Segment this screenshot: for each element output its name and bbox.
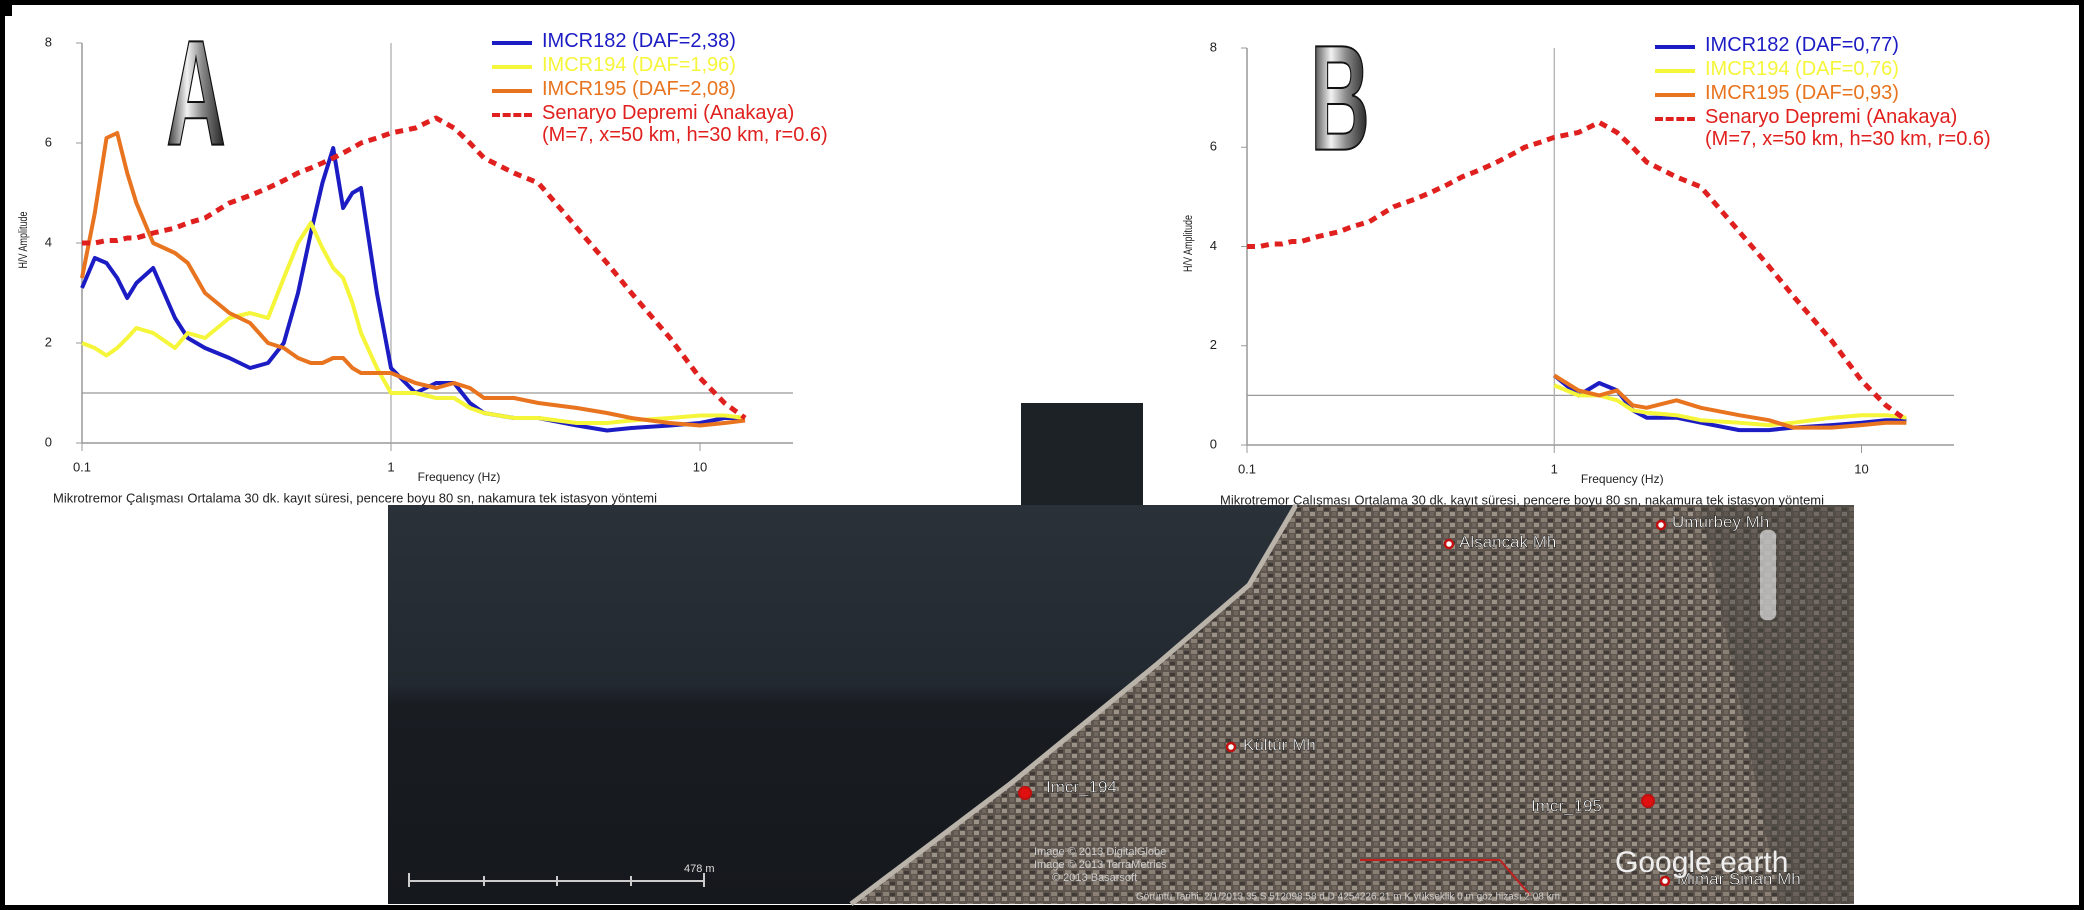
x-tick-label: 10	[1854, 461, 1868, 476]
legend-swatch	[1655, 69, 1695, 73]
y-tick-label: 4	[1210, 238, 1217, 253]
legend-entry: IMCR182 (DAF=0,77)	[1655, 34, 1991, 56]
satellite-map	[388, 403, 1854, 906]
place-label: Kültür Mh	[1243, 735, 1316, 754]
series-line	[1553, 373, 1907, 430]
caption: Mikrotremor Çalışması Ortalama 30 dk. ka…	[53, 490, 657, 505]
series-line	[80, 146, 746, 433]
y-tick-label: 2	[1210, 337, 1217, 352]
series-line	[80, 131, 746, 428]
x-tick-label: 1	[387, 459, 394, 474]
map-tile	[1021, 403, 1143, 507]
place-marker	[1641, 794, 1655, 808]
rail-yard	[1700, 505, 1854, 904]
y-axis-label: H/V Amplitude	[1182, 215, 1196, 272]
legend-swatch	[1655, 45, 1695, 49]
place-marker	[1225, 741, 1237, 753]
place-marker	[1443, 538, 1455, 550]
status-bar: Görüntü Tarihi: 2/1/2013 35 S 512098.58 …	[1136, 892, 1560, 903]
x-tick-label: 0.1	[73, 459, 91, 474]
series-line	[1553, 383, 1907, 428]
legend-entry: IMCR194 (DAF=0,76)	[1655, 58, 1991, 80]
x-tick-label: 0.1	[1238, 461, 1256, 476]
legend-swatch	[492, 65, 532, 69]
scale-label: 478 m	[684, 863, 715, 875]
legend-entry: IMCR195 (DAF=2,08)	[492, 78, 828, 100]
y-tick-label: 0	[45, 434, 52, 449]
attribution: Image © 2013 TerraMetrics	[1034, 859, 1167, 871]
y-tick-label: 8	[1210, 39, 1217, 54]
legend-label: IMCR182 (DAF=2,38)	[542, 30, 736, 52]
attribution: Image © 2013 DigitalGlobe	[1034, 846, 1166, 858]
legend-label: Senaryo Depremi (Anakaya) (M=7, x=50 km,…	[542, 102, 828, 146]
y-tick-label: 4	[45, 234, 52, 249]
panel-letter: A	[166, 8, 226, 177]
legend-swatch	[492, 89, 532, 93]
legend-entry: Senaryo Depremi (Anakaya) (M=7, x=50 km,…	[1655, 106, 1991, 150]
series-line	[81, 221, 746, 425]
corner	[0, 0, 12, 16]
legend-label: IMCR194 (DAF=0,76)	[1705, 58, 1899, 80]
y-tick-label: 6	[45, 134, 52, 149]
legend-label: IMCR195 (DAF=0,93)	[1705, 82, 1899, 104]
legend-swatch	[1655, 93, 1695, 97]
legend: IMCR182 (DAF=2,38) IMCR194 (DAF=1,96) IMCR…	[492, 30, 828, 148]
zoom-control[interactable]	[1760, 530, 1776, 620]
legend-entry: Senaryo Depremi (Anakaya) (M=7, x=50 km,…	[492, 102, 828, 146]
coast	[849, 503, 1299, 906]
y-tick-label: 6	[1210, 139, 1217, 154]
series-line	[1247, 119, 1908, 423]
y-tick-label: 2	[45, 334, 52, 349]
place-label: Umurbey Mh	[1672, 512, 1769, 531]
legend-label: Senaryo Depremi (Anakaya) (M=7, x=50 km,…	[1705, 106, 1991, 150]
series-line	[1553, 373, 1907, 433]
legend-entry: IMCR182 (DAF=2,38)	[492, 30, 828, 52]
x-axis-label: Frequency (Hz)	[1581, 472, 1664, 486]
y-tick-label: 0	[1210, 436, 1217, 451]
legend-label: IMCR194 (DAF=1,96)	[542, 54, 736, 76]
x-axis-label: Frequency (Hz)	[418, 470, 501, 484]
y-tick-label: 8	[45, 34, 52, 49]
place-marker	[1018, 786, 1032, 800]
caption: Mikrotremor Çalışması Ortalama 30 dk. ka…	[1220, 492, 1824, 507]
y-axis-label: H/V Amplitude	[17, 211, 31, 268]
place-label: Imcr_194	[1046, 777, 1117, 796]
legend-label: IMCR182 (DAF=0,77)	[1705, 34, 1899, 56]
attribution: © 2013 Basarsoft	[1052, 872, 1137, 884]
legend-swatch	[492, 41, 532, 45]
place-label: Imcr_195	[1531, 796, 1602, 815]
series-line	[82, 115, 747, 421]
place-label: Alsancak Mh	[1459, 532, 1556, 551]
place-label: Mimar Sinan Mh	[1677, 869, 1801, 888]
map-logo: Google earth	[1615, 846, 1788, 879]
legend-swatch	[492, 113, 532, 117]
legend-swatch	[1655, 117, 1695, 121]
x-tick-label: 1	[1551, 461, 1558, 476]
place-marker	[1655, 519, 1667, 531]
legend-entry: IMCR195 (DAF=0,93)	[1655, 82, 1991, 104]
place-marker	[1659, 875, 1671, 887]
legend-entry: IMCR194 (DAF=1,96)	[492, 54, 828, 76]
route	[1499, 859, 1531, 896]
panel-letter: B	[1310, 13, 1370, 182]
land	[851, 505, 1854, 904]
x-tick-label: 10	[693, 459, 707, 474]
legend-label: IMCR195 (DAF=2,08)	[542, 78, 736, 100]
legend: IMCR182 (DAF=0,77) IMCR194 (DAF=0,76) IMCR…	[1655, 34, 1991, 152]
